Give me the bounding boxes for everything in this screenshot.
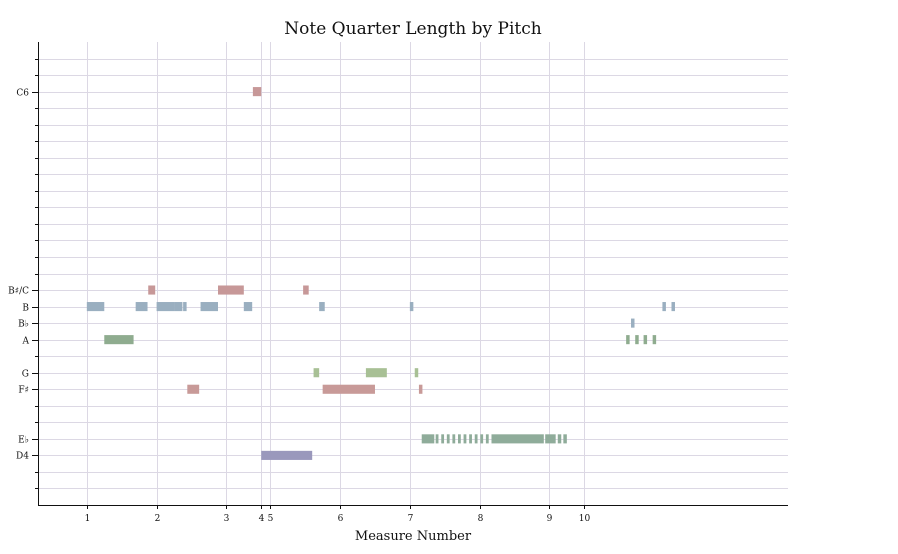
x-axis-label: Measure Number: [355, 529, 472, 544]
note-bar: [322, 384, 375, 394]
note-bar: [365, 368, 387, 378]
note-bar: [631, 318, 635, 328]
note-bar: [200, 302, 218, 312]
note-bar: [474, 434, 478, 444]
note-bar: [452, 434, 456, 444]
y-ticks: C6 B♯/C B B♭ A G F♯ E♭ D4: [8, 59, 38, 489]
note-bar: [458, 434, 461, 444]
note-bar: [626, 335, 630, 345]
x-tick-label: 3: [224, 514, 230, 524]
x-tick-label: 2: [155, 514, 161, 524]
y-tick-label: E♭: [18, 436, 29, 446]
y-tick-label: G: [22, 370, 29, 380]
y-tick-label: C6: [16, 89, 29, 99]
x-ticks: 1 2 3 4 5 6 7 8 9 10: [85, 505, 591, 524]
note-bar: [563, 434, 567, 444]
note-bar: [435, 434, 439, 444]
note-bar: [446, 434, 450, 444]
note-bar: [313, 368, 320, 378]
x-tick-label: 1: [85, 514, 91, 524]
note-bar: [635, 335, 639, 345]
note-bar: [187, 384, 200, 394]
note-bar: [261, 450, 313, 460]
note-bar: [463, 434, 467, 444]
y-tick-label: B♯/C: [8, 287, 29, 297]
y-tick-label: A: [22, 337, 30, 347]
x-tick-label: 7: [408, 514, 414, 524]
note-bar: [409, 302, 414, 312]
note-bar: [469, 434, 472, 444]
note-bar: [545, 434, 556, 444]
note-bar: [480, 434, 484, 444]
note-bar: [156, 302, 175, 312]
note-bar: [174, 302, 183, 312]
x-tick-label: 9: [547, 514, 553, 524]
note-bar: [652, 335, 657, 345]
note-bar: [671, 302, 675, 312]
note-bar: [303, 285, 309, 295]
note-bar: [319, 302, 325, 312]
x-tick-label: 5: [268, 514, 274, 524]
note-bar: [86, 302, 105, 312]
x-tick-label: 8: [478, 514, 484, 524]
note-bar: [421, 434, 435, 444]
y-tick-label: D4: [16, 452, 29, 462]
y-tick-label: B: [22, 304, 29, 314]
chart-title: Note Quarter Length by Pitch: [284, 19, 541, 39]
note-bar: [491, 434, 544, 444]
y-tick-label: B♭: [18, 320, 29, 330]
note-bar: [414, 368, 419, 378]
note-bar: [148, 285, 156, 295]
x-tick-label: 6: [338, 514, 344, 524]
note-bar: [218, 285, 244, 295]
y-tick-label: F♯: [18, 386, 29, 396]
note-bar: [135, 302, 148, 312]
note-bar: [662, 302, 666, 312]
x-tick-label: 10: [579, 514, 591, 524]
note-bar: [243, 302, 253, 312]
note-bar: [485, 434, 489, 444]
note-bar: [643, 335, 648, 345]
note-bar: [252, 87, 262, 97]
note-bar: [441, 434, 445, 444]
note-bar: [183, 302, 187, 312]
note-bar: [104, 335, 134, 345]
note-bar: [557, 434, 562, 444]
note-bars: [86, 87, 675, 460]
x-tick-label: 4: [259, 514, 265, 524]
note-bar: [418, 384, 423, 394]
axes: [38, 42, 788, 506]
